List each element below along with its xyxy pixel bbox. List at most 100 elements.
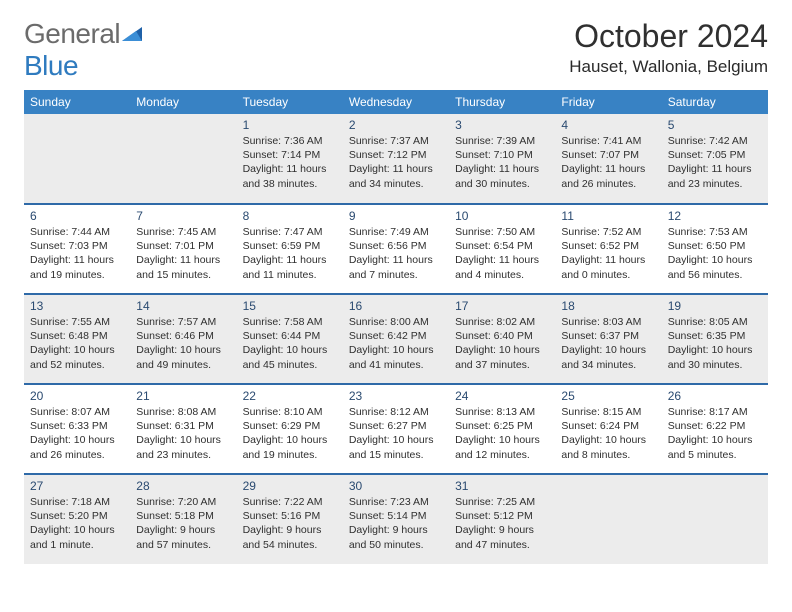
sunrise-text: Sunrise: 7:55 AM xyxy=(30,316,110,328)
day-details: Sunrise: 7:55 AM Sunset: 6:48 PM Daylight:… xyxy=(30,315,124,372)
calendar-cell: 2Sunrise: 7:37 AMSunset: 7:12 PMDaylight… xyxy=(343,114,449,204)
daylight-text: Daylight: 10 hours and 45 minutes. xyxy=(243,344,328,370)
daylight-text: Daylight: 10 hours and 34 minutes. xyxy=(561,344,646,370)
day-details: Sunrise: 8:07 AMSunset: 6:33 PMDaylight:… xyxy=(30,405,124,462)
day-number: 31 xyxy=(455,479,549,493)
daylight-text: Daylight: 9 hours and 54 minutes. xyxy=(243,524,322,550)
day-number: 20 xyxy=(30,389,124,403)
day-number: 11 xyxy=(561,209,655,223)
day-details: Sunrise: 8:08 AMSunset: 6:31 PMDaylight:… xyxy=(136,405,230,462)
daylight-text: Daylight: 10 hours and 15 minutes. xyxy=(349,434,434,460)
daylight-text: Daylight: 11 hours and 15 minutes. xyxy=(136,254,220,280)
day-number: 22 xyxy=(243,389,337,403)
calendar-cell: 20 Sunrise: 8:07 AMSunset: 6:33 PMDayligh… xyxy=(24,384,130,474)
daylight-text: Daylight: 10 hours and 52 minutes. xyxy=(30,344,115,370)
day-number: 23 xyxy=(349,389,443,403)
day-details: Sunrise: 8:03 AM Sunset: 6:37 PM Daylight:… xyxy=(561,315,655,372)
day-details: Sunrise: 7:50 AMSunset: 6:54 PMDaylight:… xyxy=(455,225,549,282)
calendar-row: 27Sunrise: 7:18 AMSunset: 5:20 PMDayligh… xyxy=(24,474,768,564)
calendar-cell: 6Sunrise: 7:44 AMSunset: 7:03 PMDaylight… xyxy=(24,204,130,294)
day-number: 4 xyxy=(561,118,655,132)
daylight-text: Daylight: 11 hours and 34 minutes. xyxy=(349,163,433,189)
calendar-cell: 24Sunrise: 8:13 AMSunset: 6:25 PMDayligh… xyxy=(449,384,555,474)
brand-triangle-icon xyxy=(122,25,144,48)
sunset-text: Sunset: 7:12 PM xyxy=(349,149,427,161)
brand-logo: General Blue xyxy=(24,18,144,82)
day-details: Sunrise: 8:15 AMSunset: 6:24 PMDaylight:… xyxy=(561,405,655,462)
day-details: Sunrise: 7:53 AMSunset: 6:50 PMDaylight:… xyxy=(668,225,762,282)
day-number: 27 xyxy=(30,479,124,493)
sunrise-text: Sunrise: 7:42 AM xyxy=(668,135,748,147)
day-details: Sunrise: 7:22 AMSunset: 5:16 PMDaylight:… xyxy=(243,495,337,552)
sunrise-text: Sunrise: 8:08 AM xyxy=(136,406,216,418)
daylight-text: Daylight: 9 hours and 47 minutes. xyxy=(455,524,534,550)
sunrise-text: Sunrise: 8:03 AM xyxy=(561,316,641,328)
sunset-text: Sunset: 6:22 PM xyxy=(668,420,746,432)
day-details: Sunrise: 7:49 AMSunset: 6:56 PMDaylight:… xyxy=(349,225,443,282)
sunrise-text: Sunrise: 7:20 AM xyxy=(136,496,216,508)
sunrise-text: Sunrise: 8:15 AM xyxy=(561,406,641,418)
day-number: 13 xyxy=(30,299,124,313)
calendar-cell: 26Sunrise: 8:17 AMSunset: 6:22 PMDayligh… xyxy=(662,384,768,474)
brand-general: General xyxy=(24,18,120,49)
day-details: Sunrise: 7:47 AMSunset: 6:59 PMDaylight:… xyxy=(243,225,337,282)
calendar-cell: 22 Sunrise: 8:10 AMSunset: 6:29 PMDayligh… xyxy=(237,384,343,474)
day-number: 10 xyxy=(455,209,549,223)
day-number: 9 xyxy=(349,209,443,223)
calendar-row: 20 Sunrise: 8:07 AMSunset: 6:33 PMDayligh… xyxy=(24,384,768,474)
sunset-text: Sunset: 6:37 PM xyxy=(561,330,639,342)
day-number: 18 xyxy=(561,299,655,313)
sunrise-text: Sunrise: 8:17 AM xyxy=(668,406,748,418)
sunrise-text: Sunrise: 7:23 AM xyxy=(349,496,429,508)
sunset-text: Sunset: 7:07 PM xyxy=(561,149,639,161)
sunrise-text: Sunrise: 7:39 AM xyxy=(455,135,535,147)
day-details: Sunrise: 8:00 AMSunset: 6:42 PMDaylight:… xyxy=(349,315,443,372)
day-number: 17 xyxy=(455,299,549,313)
calendar-cell: 1Sunrise: 7:36 AMSunset: 7:14 PMDaylight… xyxy=(237,114,343,204)
daylight-text: Daylight: 10 hours and 12 minutes. xyxy=(455,434,540,460)
daylight-text: Daylight: 11 hours and 4 minutes. xyxy=(455,254,539,280)
calendar-cell: 19Sunrise: 8:05 AMSunset: 6:35 PMDayligh… xyxy=(662,294,768,384)
day-details: Sunrise: 8:10 AMSunset: 6:29 PMDaylight:… xyxy=(243,405,337,462)
sunset-text: Sunset: 6:59 PM xyxy=(243,240,321,252)
day-number: 30 xyxy=(349,479,443,493)
sunset-text: Sunset: 6:50 PM xyxy=(668,240,746,252)
calendar-cell: 16Sunrise: 8:00 AMSunset: 6:42 PMDayligh… xyxy=(343,294,449,384)
day-number: 15 xyxy=(243,299,337,313)
sunrise-text: Sunrise: 7:49 AM xyxy=(349,226,429,238)
daylight-text: Daylight: 9 hours and 50 minutes. xyxy=(349,524,428,550)
day-details: Sunrise: 8:13 AMSunset: 6:25 PMDaylight:… xyxy=(455,405,549,462)
daylight-text: Daylight: 11 hours and 7 minutes. xyxy=(349,254,433,280)
daylight-text: Daylight: 10 hours and 26 minutes. xyxy=(30,434,115,460)
sunset-text: Sunset: 5:14 PM xyxy=(349,510,427,522)
day-number: 19 xyxy=(668,299,762,313)
day-number: 6 xyxy=(30,209,124,223)
daylight-text: Daylight: 11 hours and 19 minutes. xyxy=(30,254,114,280)
calendar-cell-empty xyxy=(555,474,661,564)
sunset-text: Sunset: 7:05 PM xyxy=(668,149,746,161)
day-number: 26 xyxy=(668,389,762,403)
weekday-header: Friday xyxy=(555,90,661,114)
sunset-text: Sunset: 7:14 PM xyxy=(243,149,321,161)
sunrise-text: Sunrise: 7:58 AM xyxy=(243,316,323,328)
sunset-text: Sunset: 6:44 PM xyxy=(243,330,321,342)
sunset-text: Sunset: 5:18 PM xyxy=(136,510,214,522)
day-details: Sunrise: 8:02 AMSunset: 6:40 PMDaylight:… xyxy=(455,315,549,372)
day-details: Sunrise: 7:23 AM Sunset: 5:14 PM Daylight:… xyxy=(349,495,443,552)
calendar-cell: 5Sunrise: 7:42 AMSunset: 7:05 PMDaylight… xyxy=(662,114,768,204)
daylight-text: Daylight: 11 hours and 26 minutes. xyxy=(561,163,645,189)
day-details: Sunrise: 7:37 AMSunset: 7:12 PMDaylight:… xyxy=(349,134,443,191)
day-details: Sunrise: 7:42 AMSunset: 7:05 PMDaylight:… xyxy=(668,134,762,191)
calendar-cell: 18 Sunrise: 8:03 AM Sunset: 6:37 PM Dayligh… xyxy=(555,294,661,384)
sunset-text: Sunset: 5:20 PM xyxy=(30,510,108,522)
calendar-cell: 27Sunrise: 7:18 AMSunset: 5:20 PMDayligh… xyxy=(24,474,130,564)
calendar-table: SundayMondayTuesdayWednesdayThursdayFrid… xyxy=(24,90,768,564)
daylight-text: Daylight: 10 hours and 49 minutes. xyxy=(136,344,221,370)
calendar-cell: 9 Sunrise: 7:49 AMSunset: 6:56 PMDaylight… xyxy=(343,204,449,294)
day-number: 1 xyxy=(243,118,337,132)
daylight-text: Daylight: 10 hours and 41 minutes. xyxy=(349,344,434,370)
sunrise-text: Sunrise: 7:22 AM xyxy=(243,496,323,508)
sunset-text: Sunset: 6:48 PM xyxy=(30,330,108,342)
sunrise-text: Sunrise: 8:13 AM xyxy=(455,406,535,418)
sunrise-text: Sunrise: 7:47 AM xyxy=(243,226,323,238)
